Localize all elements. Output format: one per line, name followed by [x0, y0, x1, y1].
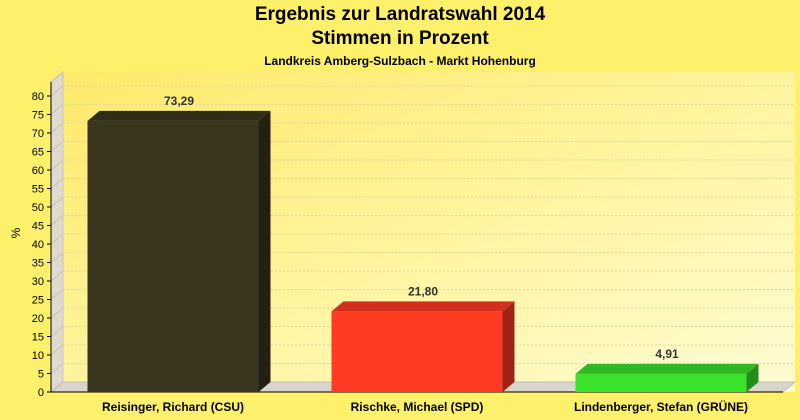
grid-line-side	[50, 178, 64, 189]
y-tick-label: 30	[32, 276, 44, 288]
bar-value-label: 73,29	[164, 94, 194, 108]
grid-line-side	[50, 215, 64, 226]
grid-line-side	[50, 141, 64, 152]
x-tick-label: Lindenberger, Stefan (GRÜNE)	[574, 399, 748, 414]
grid-line-side	[50, 326, 64, 337]
bar-top	[331, 301, 515, 312]
y-tick-label: 50	[32, 202, 44, 214]
grid-line-side	[50, 233, 64, 245]
x-tick-label: Rischke, Michael (SPD)	[351, 400, 484, 414]
y-tick-label: 10	[32, 350, 44, 362]
grid-line-side	[50, 363, 64, 374]
grid-line-side	[50, 307, 64, 319]
grid-line-side	[50, 252, 64, 263]
y-tick-label: 20	[32, 313, 44, 325]
bar-value-label: 4,91	[655, 347, 679, 361]
bar	[331, 311, 503, 392]
y-tick-label: 35	[32, 258, 44, 270]
y-tick-label: 40	[32, 239, 44, 251]
bar	[575, 373, 747, 392]
chart-title: Ergebnis zur Landratswahl 2014	[254, 4, 546, 25]
y-tick-label: 65	[32, 147, 44, 159]
grid-line-side	[50, 159, 64, 171]
bar-top	[575, 363, 759, 374]
y-tick-label: 55	[32, 184, 44, 196]
bar-side	[502, 301, 515, 392]
chart-subtitle: Stimmen in Prozent	[311, 28, 489, 49]
bar	[87, 120, 259, 393]
y-tick-label: 60	[32, 165, 44, 177]
y-axis-label: %	[9, 227, 23, 238]
y-tick-label: 75	[32, 110, 44, 122]
y-tick-label: 15	[32, 332, 44, 344]
chart-caption: Landkreis Amberg-Sulzbach - Markt Hohenb…	[264, 54, 536, 68]
y-tick-label: 0	[38, 387, 44, 399]
plot-side-wall	[50, 70, 64, 394]
y-tick-label: 45	[32, 221, 44, 233]
bar-side	[258, 110, 271, 393]
grid-line-side	[50, 85, 64, 97]
grid-line-side	[50, 344, 64, 356]
grid-line-side	[50, 196, 64, 208]
x-tick-label: Reisinger, Richard (CSU)	[102, 400, 244, 414]
grid-line-side	[50, 270, 64, 282]
bar-value-label: 21,80	[408, 284, 438, 298]
y-tick-label: 5	[38, 369, 44, 381]
grid-line-side	[50, 122, 64, 134]
y-tick-label: 25	[32, 295, 44, 307]
bar-top	[87, 110, 271, 121]
y-tick-label: 70	[32, 128, 44, 140]
bar-side	[746, 363, 759, 392]
grid-line-side	[50, 104, 64, 115]
y-tick-label: 80	[32, 91, 44, 103]
grid-line-side	[50, 289, 64, 300]
